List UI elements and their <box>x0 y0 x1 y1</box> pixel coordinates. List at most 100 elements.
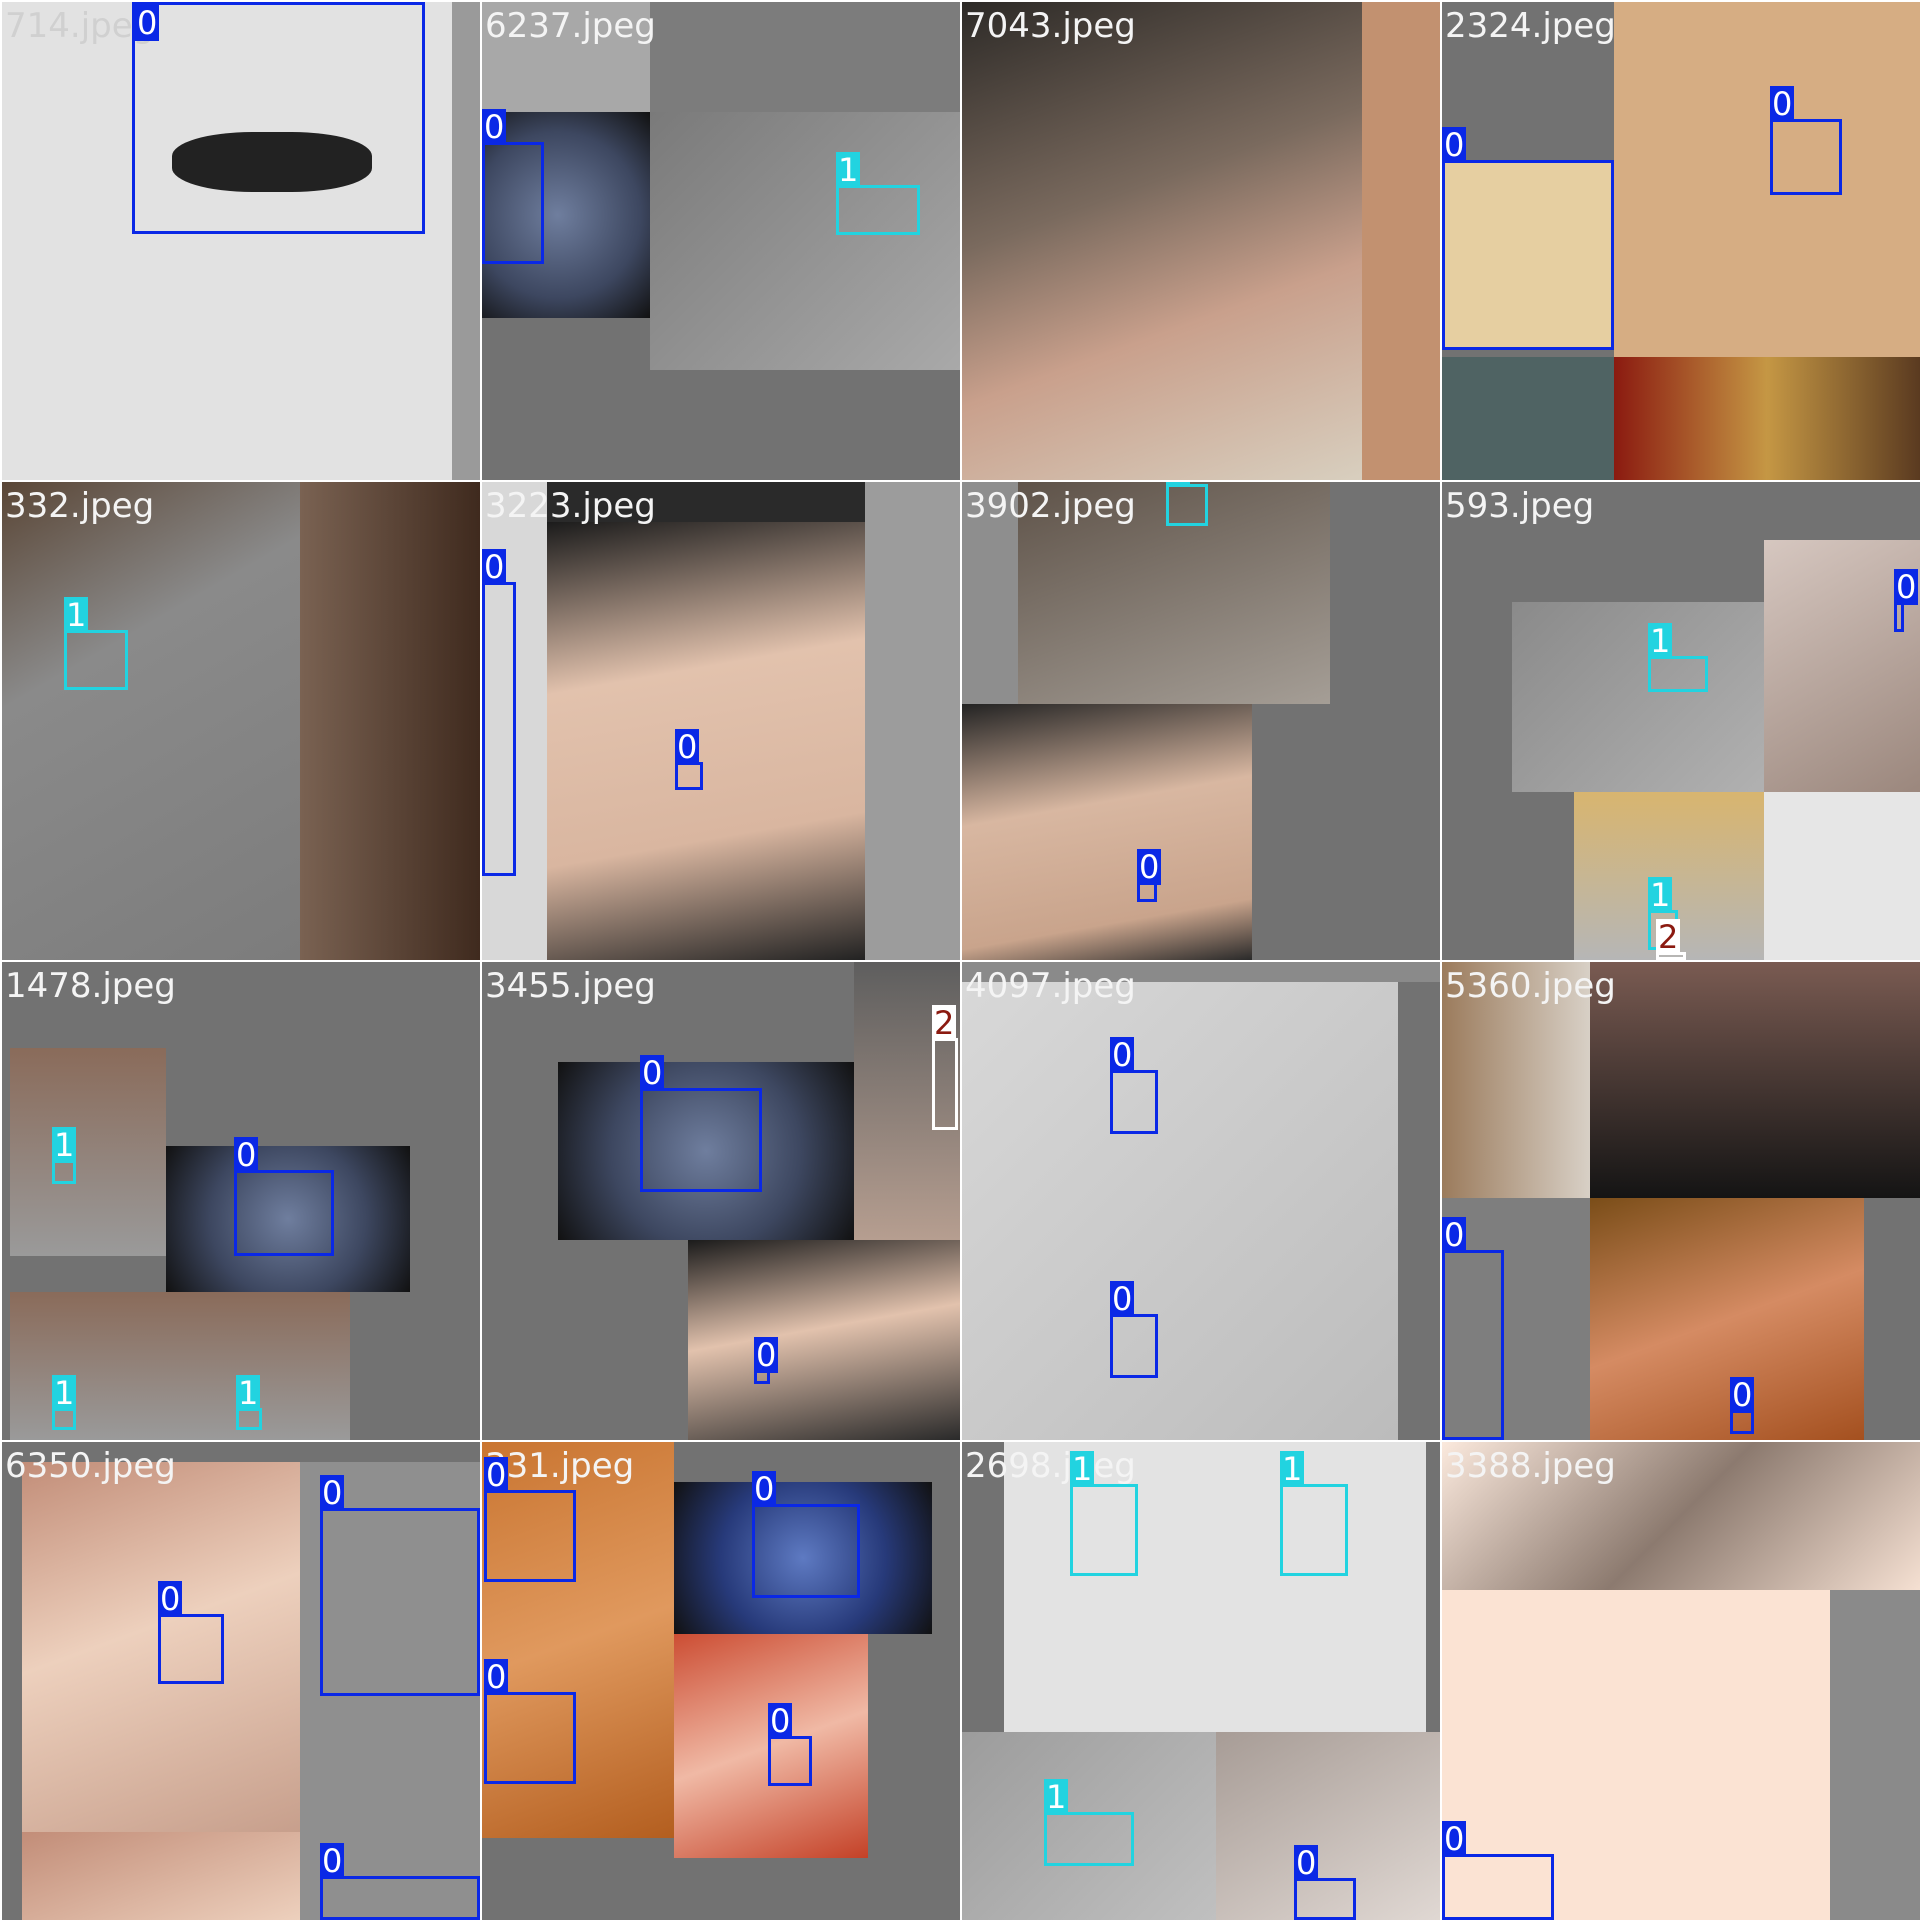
bbox: 0 <box>484 1457 576 1582</box>
bbox: 0 <box>482 549 516 876</box>
bottom-right-photo <box>1614 357 1920 480</box>
fingers-photo <box>22 1462 300 1832</box>
class-label: 1 <box>1166 482 1191 487</box>
gray-surface-photo <box>1512 602 1764 792</box>
finger-photo-2 <box>10 1292 166 1440</box>
file-label: 1478.jpeg <box>5 966 176 1006</box>
bbox: 1 <box>836 152 920 235</box>
finger-photo <box>2 482 300 960</box>
file-label: 3902.jpeg <box>965 486 1136 526</box>
file-label: 7043.jpeg <box>965 6 1136 46</box>
finger-photo <box>674 1634 868 1858</box>
wall-photo <box>1764 792 1920 960</box>
white-wall-photo <box>1004 1442 1426 1732</box>
bbox: 1 <box>1166 482 1208 526</box>
hand-photo <box>688 1240 960 1440</box>
class-label: 1 <box>1280 1450 1305 1488</box>
bbox: 0 <box>234 1137 334 1256</box>
class-label: 1 <box>52 1126 77 1164</box>
class-label: 0 <box>1294 1844 1319 1882</box>
class-label: 1 <box>64 596 89 634</box>
bottom-left-photo <box>1442 357 1614 480</box>
tile-15: 2698.jpeg 1 1 1 0 <box>962 1442 1440 1920</box>
bbox: 0 <box>754 1337 779 1384</box>
wall-photo <box>1614 2 1920 357</box>
tile-11: 4097.jpeg 0 0 <box>962 962 1440 1440</box>
tile-5: 332.jpeg 1 <box>2 482 480 960</box>
class-label: 0 <box>135 4 160 42</box>
class-label: 0 <box>1442 1216 1467 1254</box>
tile-14: 331.jpeg 0 0 0 0 <box>482 1442 960 1920</box>
tile-10: 3455.jpeg 0 2 0 <box>482 962 960 1440</box>
microscope-photo <box>558 1062 854 1240</box>
bbox: 0 <box>320 1475 480 1696</box>
class-label: 1 <box>1648 876 1673 914</box>
microscope-photo <box>674 1482 932 1634</box>
class-label: 2 <box>1656 918 1681 956</box>
finger-photo <box>1216 1732 1440 1920</box>
top-right-strip <box>650 2 960 112</box>
padding-strip <box>452 2 480 480</box>
tile-9: 1478.jpeg 1 0 1 1 <box>2 962 480 1440</box>
bbox: 0 <box>1137 849 1162 902</box>
bbox: 1 <box>1044 1779 1134 1866</box>
class-label: 0 <box>1110 1036 1135 1074</box>
bbox: 0 <box>640 1055 762 1192</box>
class-label: 0 <box>484 1658 509 1696</box>
microscope-photo <box>482 112 650 318</box>
bbox: 1 <box>52 1127 77 1184</box>
bbox: 0 <box>1730 1377 1755 1434</box>
file-label: 6237.jpeg <box>485 6 656 46</box>
mosquito-shape <box>172 132 372 192</box>
class-label: 0 <box>1894 568 1919 606</box>
file-label: 593.jpeg <box>1445 486 1595 526</box>
file-label: 2698.jpeg <box>965 1446 1136 1486</box>
class-label: 1 <box>1044 1778 1069 1816</box>
hand-photo <box>1590 1198 1864 1440</box>
class-label: 1 <box>1070 1450 1095 1488</box>
file-label: 5360.jpeg <box>1445 966 1616 1006</box>
class-label: 0 <box>1442 126 1467 164</box>
hand-photo <box>962 2 1362 480</box>
mosquito-photo <box>2 2 452 480</box>
bbox: 0 <box>1894 569 1919 632</box>
tile-16: 3388.jpeg 0 <box>1442 1442 1920 1920</box>
bbox: 0 <box>1110 1281 1158 1378</box>
class-label: 0 <box>675 728 700 766</box>
class-label: 0 <box>1442 1820 1467 1858</box>
class-label: 0 <box>752 1470 777 1508</box>
bbox: 0 <box>752 1471 860 1598</box>
bbox: 0 <box>1770 86 1842 195</box>
class-label: 1 <box>52 1374 77 1412</box>
bbox: 0 <box>1442 1821 1554 1920</box>
tile-6: 3223.jpeg 0 0 <box>482 482 960 960</box>
bbox: 0 <box>158 1581 224 1684</box>
bbox: 1 <box>1280 1451 1348 1576</box>
wall-photo <box>962 982 1398 1440</box>
hand-photo <box>547 522 865 960</box>
bbox: 0 <box>484 1659 576 1784</box>
bbox: 0 <box>482 109 544 264</box>
tile-13: 6350.jpeg 0 0 0 <box>2 1442 480 1920</box>
bbox: 0 <box>320 1843 480 1920</box>
finger-photo <box>962 482 1330 704</box>
bbox: 0 <box>1294 1845 1356 1920</box>
tile-2: 6237.jpeg 0 1 <box>482 2 960 480</box>
tile-7: 3902.jpeg 1 0 <box>962 482 1440 960</box>
class-label: 0 <box>320 1842 345 1880</box>
class-label: 0 <box>320 1474 345 1512</box>
class-label: 1 <box>236 1374 261 1412</box>
bbox: 1 <box>1070 1451 1138 1576</box>
left-texture <box>962 482 1018 704</box>
bbox: 0 <box>1110 1037 1158 1134</box>
file-label: 331.jpeg <box>485 1446 635 1486</box>
bbox: 1 <box>64 597 128 690</box>
bbox: 0 <box>1442 127 1614 350</box>
right-pad <box>865 482 960 960</box>
class-label: 0 <box>234 1136 259 1174</box>
class-label: 0 <box>1730 1376 1755 1414</box>
bbox: 0 <box>1442 1217 1504 1440</box>
class-label: 0 <box>640 1054 665 1092</box>
orange-skin-photo <box>482 1442 674 1838</box>
